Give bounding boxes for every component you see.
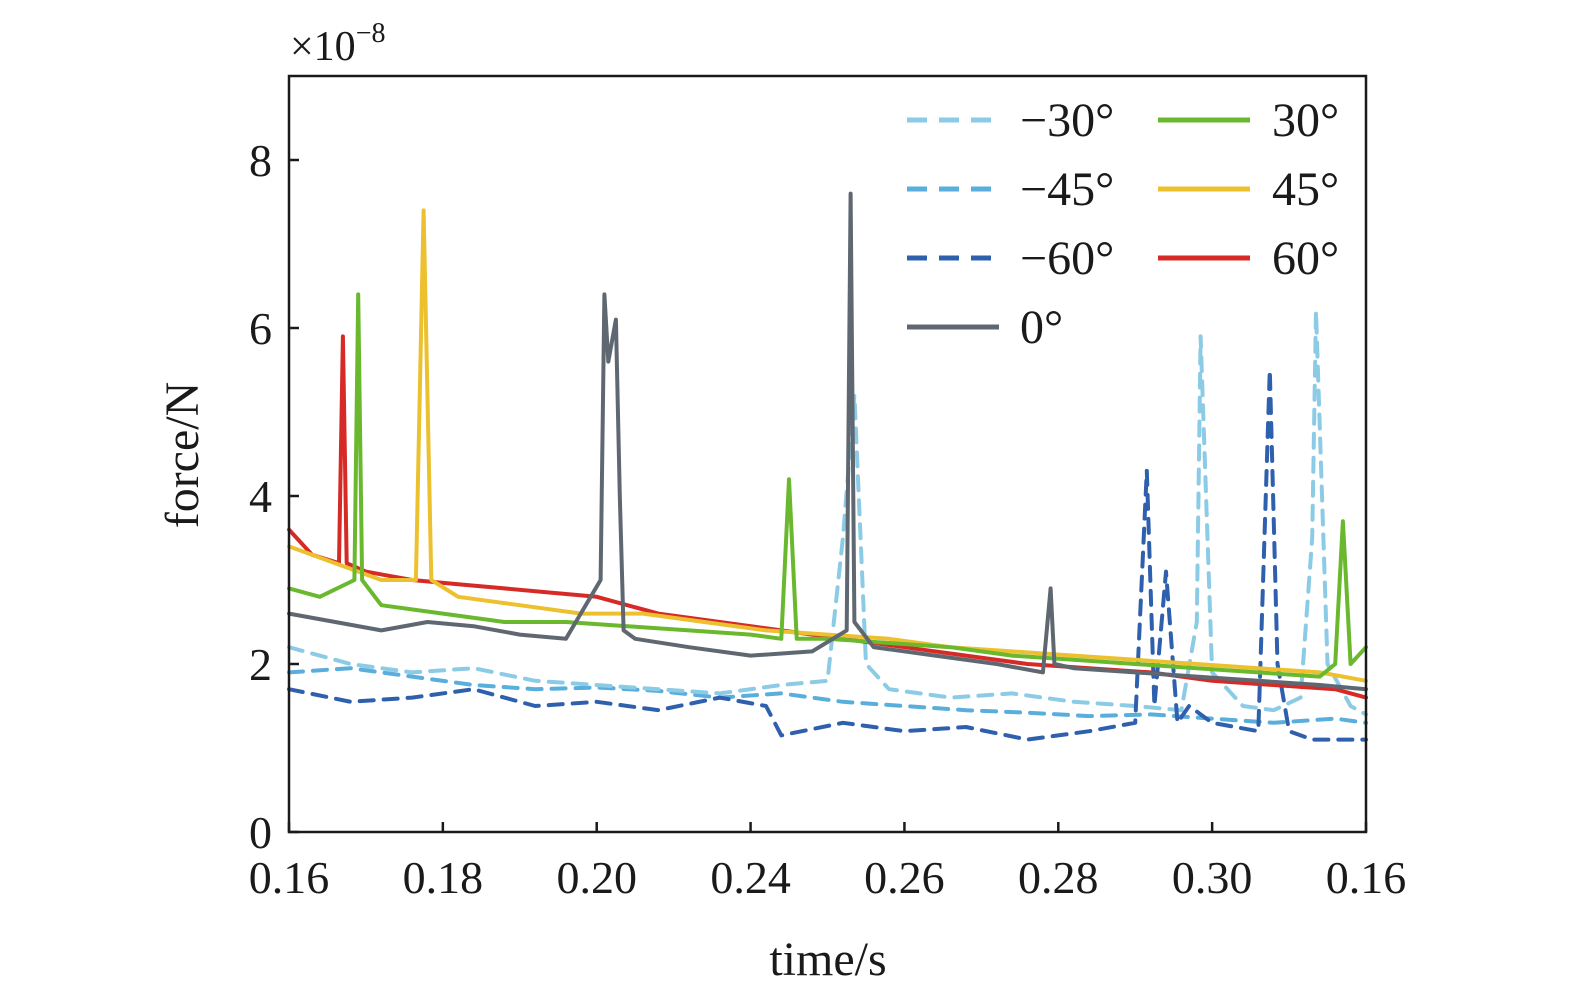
series-line-5 (287, 208, 1368, 683)
legend-label: −30° (1020, 94, 1114, 147)
legend-label: 45° (1272, 163, 1339, 216)
x-axis-label: time/s (769, 933, 886, 986)
legend-label: 0° (1020, 301, 1063, 354)
x-tick-label: 0.28 (1018, 852, 1099, 903)
series-line-2 (287, 368, 1368, 742)
series-line-0 (287, 309, 1368, 717)
y-tick-label: 2 (249, 639, 272, 690)
legend-label: −45° (1020, 163, 1114, 216)
x-tick-label: 0.16 (249, 852, 330, 903)
x-tick-label: 0.18 (403, 852, 484, 903)
series-line-1 (287, 666, 1368, 725)
y-exponent-power: −8 (356, 18, 386, 49)
y-tick-label: 0 (249, 807, 272, 858)
series-line-3 (287, 191, 1368, 692)
x-tick-label: 0.24 (710, 852, 791, 903)
x-tick-label: 0.26 (864, 852, 945, 903)
legend-label: 60° (1272, 232, 1339, 285)
x-tick-label: 0.16 (1326, 852, 1407, 903)
y-tick-label: 8 (249, 135, 272, 186)
legend: −30° 30° −45° 45° −60° 60° 0° (907, 94, 1339, 354)
y-exponent-label: ×10−8 (290, 18, 385, 70)
y-axis-label: force/N (156, 382, 209, 529)
x-tick-label: 0.30 (1172, 852, 1253, 903)
y-tick-label: 6 (249, 303, 272, 354)
x-tick-label: 0.20 (556, 852, 637, 903)
y-exponent-base: ×10 (290, 24, 356, 70)
series-line-4 (287, 292, 1368, 679)
y-tick-label: 4 (249, 471, 272, 522)
plot-frame (287, 74, 1368, 834)
legend-label: 30° (1272, 94, 1339, 147)
legend-label: −60° (1020, 232, 1114, 285)
series-lines (287, 191, 1368, 742)
